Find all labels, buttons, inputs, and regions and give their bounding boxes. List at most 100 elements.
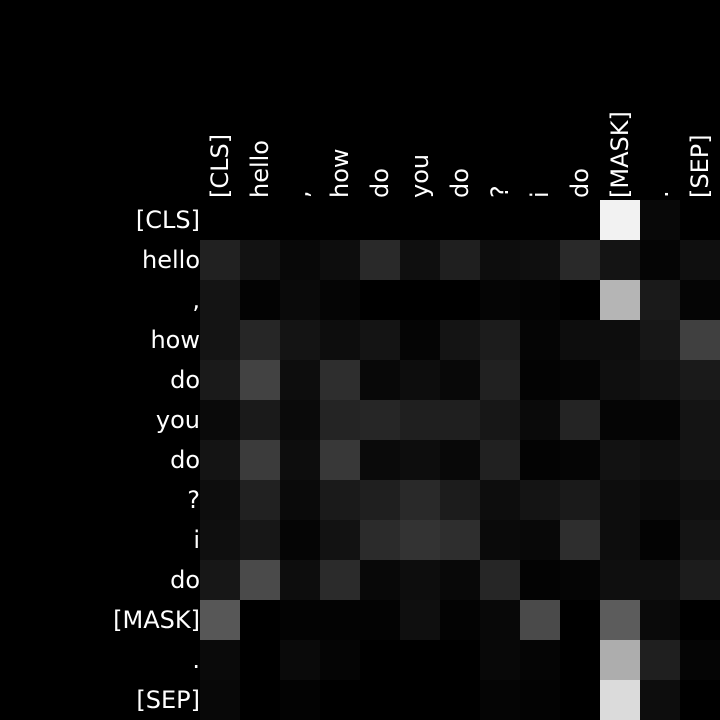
heatmap-cell-r10-c2	[280, 600, 320, 640]
y-tick-label-5: you	[156, 406, 200, 434]
heatmap-cell-r3-c0	[200, 320, 240, 360]
heatmap-cell-r4-c0	[200, 360, 240, 400]
heatmap-cell-r12-c7	[480, 680, 520, 720]
heatmap-cell-r2-c3	[320, 280, 360, 320]
heatmap-cell-r0-c2	[280, 200, 320, 240]
heatmap-cell-r8-c6	[440, 520, 480, 560]
heatmap-cell-r2-c9	[560, 280, 600, 320]
heatmap-cell-r10-c10	[600, 600, 640, 640]
heatmap-cell-r4-c5	[400, 360, 440, 400]
heatmap-cell-r9-c7	[480, 560, 520, 600]
x-tick-label-2: ,	[286, 190, 314, 198]
heatmap-cell-r10-c8	[520, 600, 560, 640]
x-tick-label-1: hello	[246, 140, 274, 198]
heatmap-cell-r2-c5	[400, 280, 440, 320]
heatmap-cell-r3-c2	[280, 320, 320, 360]
heatmap-cell-r11-c0	[200, 640, 240, 680]
heatmap-cell-r11-c11	[640, 640, 680, 680]
heatmap-cell-r0-c7	[480, 200, 520, 240]
heatmap-cell-r6-c0	[200, 440, 240, 480]
heatmap-cell-r10-c12	[680, 600, 720, 640]
heatmap-cell-r8-c1	[240, 520, 280, 560]
heatmap-cell-r3-c6	[440, 320, 480, 360]
heatmap-cell-r3-c3	[320, 320, 360, 360]
heatmap-cell-r8-c12	[680, 520, 720, 560]
heatmap-cell-r1-c1	[240, 240, 280, 280]
heatmap-cell-r5-c2	[280, 400, 320, 440]
heatmap-cell-r8-c10	[600, 520, 640, 560]
heatmap-cell-r7-c7	[480, 480, 520, 520]
x-tick-label-6: do	[446, 168, 474, 198]
heatmap-cell-r2-c11	[640, 280, 680, 320]
heatmap-cell-r10-c6	[440, 600, 480, 640]
heatmap-cell-r5-c10	[600, 400, 640, 440]
heatmap-cell-r10-c3	[320, 600, 360, 640]
heatmap-cell-r6-c11	[640, 440, 680, 480]
heatmap-cell-r7-c10	[600, 480, 640, 520]
heatmap-cell-r6-c12	[680, 440, 720, 480]
heatmap-cell-r6-c2	[280, 440, 320, 480]
heatmap-cell-r5-c3	[320, 400, 360, 440]
x-tick-label-4: do	[366, 168, 394, 198]
y-tick-label-3: how	[150, 326, 200, 354]
heatmap-cell-r10-c5	[400, 600, 440, 640]
heatmap-cell-r1-c6	[440, 240, 480, 280]
heatmap-cell-r1-c11	[640, 240, 680, 280]
heatmap-cell-r7-c0	[200, 480, 240, 520]
y-tick-label-9: do	[170, 566, 200, 594]
heatmap-cell-r4-c2	[280, 360, 320, 400]
y-tick-label-10: [MASK]	[113, 606, 200, 634]
heatmap-cell-r7-c9	[560, 480, 600, 520]
heatmap-cell-r7-c4	[360, 480, 400, 520]
heatmap-cell-r8-c5	[400, 520, 440, 560]
heatmap-cell-r9-c6	[440, 560, 480, 600]
heatmap-cell-r6-c10	[600, 440, 640, 480]
heatmap-cell-r6-c3	[320, 440, 360, 480]
heatmap-cell-r4-c6	[440, 360, 480, 400]
heatmap-cell-r8-c8	[520, 520, 560, 560]
heatmap-cell-r12-c2	[280, 680, 320, 720]
x-tick-label-8: i	[526, 191, 554, 198]
heatmap-cell-r12-c11	[640, 680, 680, 720]
heatmap-cell-r6-c7	[480, 440, 520, 480]
heatmap-cell-r5-c11	[640, 400, 680, 440]
heatmap-cell-r5-c8	[520, 400, 560, 440]
heatmap-cell-r11-c3	[320, 640, 360, 680]
heatmap-cell-r9-c11	[640, 560, 680, 600]
heatmap-cell-r8-c2	[280, 520, 320, 560]
heatmap-cell-r12-c4	[360, 680, 400, 720]
x-tick-label-9: do	[566, 168, 594, 198]
heatmap-cell-r10-c11	[640, 600, 680, 640]
heatmap-cell-r5-c5	[400, 400, 440, 440]
heatmap-cell-r2-c0	[200, 280, 240, 320]
heatmap-cell-r4-c12	[680, 360, 720, 400]
heatmap-cell-r1-c7	[480, 240, 520, 280]
heatmap-cell-r4-c3	[320, 360, 360, 400]
heatmap-cell-r5-c7	[480, 400, 520, 440]
heatmap-cell-r7-c2	[280, 480, 320, 520]
heatmap-cell-r7-c3	[320, 480, 360, 520]
heatmap-cell-r11-c9	[560, 640, 600, 680]
heatmap-cell-r2-c1	[240, 280, 280, 320]
heatmap-cell-r2-c2	[280, 280, 320, 320]
heatmap-cell-r11-c6	[440, 640, 480, 680]
heatmap-cell-r7-c1	[240, 480, 280, 520]
x-tick-label-5: you	[406, 154, 434, 198]
heatmap-cell-r3-c12	[680, 320, 720, 360]
heatmap-cell-r5-c4	[360, 400, 400, 440]
heatmap-cell-r12-c3	[320, 680, 360, 720]
y-tick-labels: [CLS] hello, how do you do? i do [MASK]. [SEP]	[113, 206, 200, 714]
heatmap-cell-r10-c4	[360, 600, 400, 640]
y-tick-label-8: i	[193, 526, 200, 554]
y-tick-label-2: ,	[192, 286, 200, 314]
heatmap-cell-r9-c4	[360, 560, 400, 600]
x-tick-label-10: [MASK]	[606, 111, 634, 198]
heatmap-cell-r1-c10	[600, 240, 640, 280]
heatmap-cell-r12-c0	[200, 680, 240, 720]
heatmap-cell-r3-c4	[360, 320, 400, 360]
y-tick-label-1: hello	[142, 246, 200, 274]
heatmap-cell-r6-c1	[240, 440, 280, 480]
heatmap-cell-r2-c10	[600, 280, 640, 320]
heatmap-cell-r4-c10	[600, 360, 640, 400]
